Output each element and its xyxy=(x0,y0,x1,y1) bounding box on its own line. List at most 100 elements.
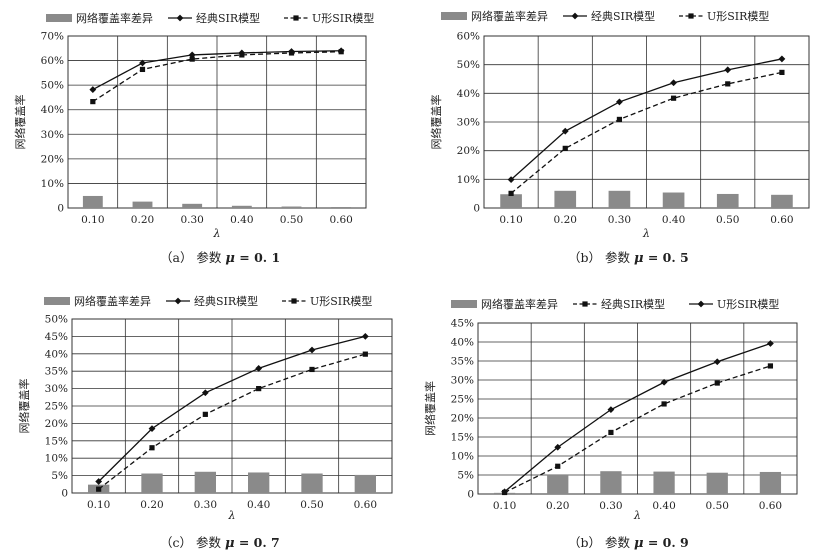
bar xyxy=(301,473,323,493)
bar xyxy=(500,194,522,208)
y-tick-label: 5% xyxy=(51,470,68,482)
y-tick-label: 5% xyxy=(457,470,474,482)
x-tick-label: 0.60 xyxy=(329,214,352,226)
data-point xyxy=(562,145,568,151)
y-tick-label: 0 xyxy=(467,489,474,501)
y-tick-label: 0 xyxy=(61,488,68,500)
data-point xyxy=(256,386,262,392)
chart-panel-1: 0 10% 20% 30% 40% 50% 60% 70% 0.10 0.20 0.30 0.40 0.… xyxy=(13,11,374,266)
y-axis-label: 网络覆盖率 xyxy=(429,95,443,150)
data-point xyxy=(608,429,614,436)
data-point xyxy=(202,411,208,417)
data-point xyxy=(148,425,156,433)
x-axis-label: λ xyxy=(633,509,641,522)
y-tick-label: 40% xyxy=(45,348,68,360)
x-tick-label: 0.60 xyxy=(770,214,793,226)
bar xyxy=(716,193,739,208)
y-tick-label: 50% xyxy=(45,314,68,326)
bar xyxy=(281,206,302,208)
legend-label: 经典SIR模型 xyxy=(194,294,258,308)
y-axis-label: 网络覆盖率 xyxy=(423,381,437,436)
bar xyxy=(141,473,163,493)
chart-panel-3: 0 5% 10% 15% 20% 25% 30% 35% 40% 45% 50% 0.10 0.20 0.… xyxy=(17,294,393,551)
y-axis-label: 网络覆盖率 xyxy=(13,95,27,150)
legend-marker xyxy=(176,14,184,22)
legend-swatch-bar xyxy=(46,14,72,22)
legend-marker xyxy=(174,297,182,305)
y-tick-label: 0 xyxy=(473,203,480,215)
data-point xyxy=(778,55,786,63)
bar xyxy=(547,475,569,494)
data-point xyxy=(361,333,369,340)
legend-swatch-bar xyxy=(441,12,467,20)
legend: 网络覆盖率差异 经典SIR模型 U形SIR模型 xyxy=(46,11,374,25)
series-line-2 xyxy=(510,71,783,194)
x-tick-label: 0.10 xyxy=(499,214,522,226)
x-tick-label: 0.30 xyxy=(194,499,217,511)
x-tick-label: 0.30 xyxy=(180,214,203,226)
bar xyxy=(132,201,153,208)
bar xyxy=(771,194,793,208)
y-tick-label: 25% xyxy=(45,401,68,413)
legend-marker xyxy=(293,15,299,21)
bar xyxy=(706,472,728,494)
data-point xyxy=(554,443,562,451)
data-point xyxy=(255,365,263,372)
y-tick-label: 35% xyxy=(451,356,474,368)
data-point xyxy=(309,366,315,373)
y-tick-label: 15% xyxy=(45,435,68,447)
y-tick-label: 50% xyxy=(41,80,64,92)
y-tick-label: 0 xyxy=(57,203,64,215)
y-tick-label: 25% xyxy=(451,394,474,406)
x-tick-label: 0.20 xyxy=(140,499,163,511)
data-point xyxy=(725,81,731,87)
y-tick-label: 60% xyxy=(457,31,480,43)
x-tick-label: 0.30 xyxy=(599,500,622,512)
legend-label: 网络覆盖率差异 xyxy=(74,294,151,308)
bar xyxy=(194,471,216,493)
data-point xyxy=(779,69,785,76)
bar xyxy=(231,205,252,208)
data-point xyxy=(96,486,102,492)
bar xyxy=(662,192,685,208)
x-tick-label: 0.10 xyxy=(81,214,104,226)
chart-panel-2: 0 10% 20% 30% 40% 50% 60% 0.10 0.20 0.30 0.40 0.50 0… xyxy=(429,9,810,266)
legend-marker xyxy=(571,12,579,20)
data-point xyxy=(714,380,720,386)
bar xyxy=(600,471,622,494)
data-point xyxy=(767,340,774,347)
x-tick-label: 0.40 xyxy=(662,214,685,226)
x-tick-label: 0.50 xyxy=(706,500,729,512)
x-tick-label: 0.50 xyxy=(300,499,323,511)
data-point xyxy=(288,50,295,56)
caption: （a） 参数 μ = 0. 1 xyxy=(160,250,280,266)
bar xyxy=(82,195,103,208)
data-point xyxy=(501,488,508,496)
legend: 网络覆盖率差异 经典SIR模型 U形SIR模型 xyxy=(44,294,372,308)
legend-marker xyxy=(291,298,297,304)
y-tick-label: 50% xyxy=(457,59,480,71)
y-tick-label: 30% xyxy=(457,117,480,129)
y-tick-label: 40% xyxy=(41,104,64,116)
data-point xyxy=(767,363,774,369)
bar xyxy=(182,203,203,208)
data-point xyxy=(616,98,623,106)
y-tick-label: 45% xyxy=(451,318,474,330)
series-line-2 xyxy=(92,51,342,103)
series-line-1 xyxy=(92,50,342,91)
x-tick-label: 0.10 xyxy=(87,499,110,511)
bar xyxy=(554,190,577,208)
y-tick-label: 30% xyxy=(45,383,68,395)
legend-swatch-bar xyxy=(451,300,477,308)
x-tick-label: 0.50 xyxy=(716,214,739,226)
legend: 网络覆盖率差异 经典SIR模型 U形SIR模型 xyxy=(451,297,779,311)
x-tick-label: 0.20 xyxy=(546,500,569,512)
y-tick-label: 20% xyxy=(45,418,68,430)
caption: （b） 参数 μ = 0. 5 xyxy=(568,250,689,266)
legend-label: 经典SIR模型 xyxy=(601,297,665,311)
data-point xyxy=(201,389,209,397)
legend-label: U形SIR模型 xyxy=(717,297,779,311)
y-tick-label: 20% xyxy=(457,145,480,157)
y-tick-label: 45% xyxy=(45,331,68,343)
